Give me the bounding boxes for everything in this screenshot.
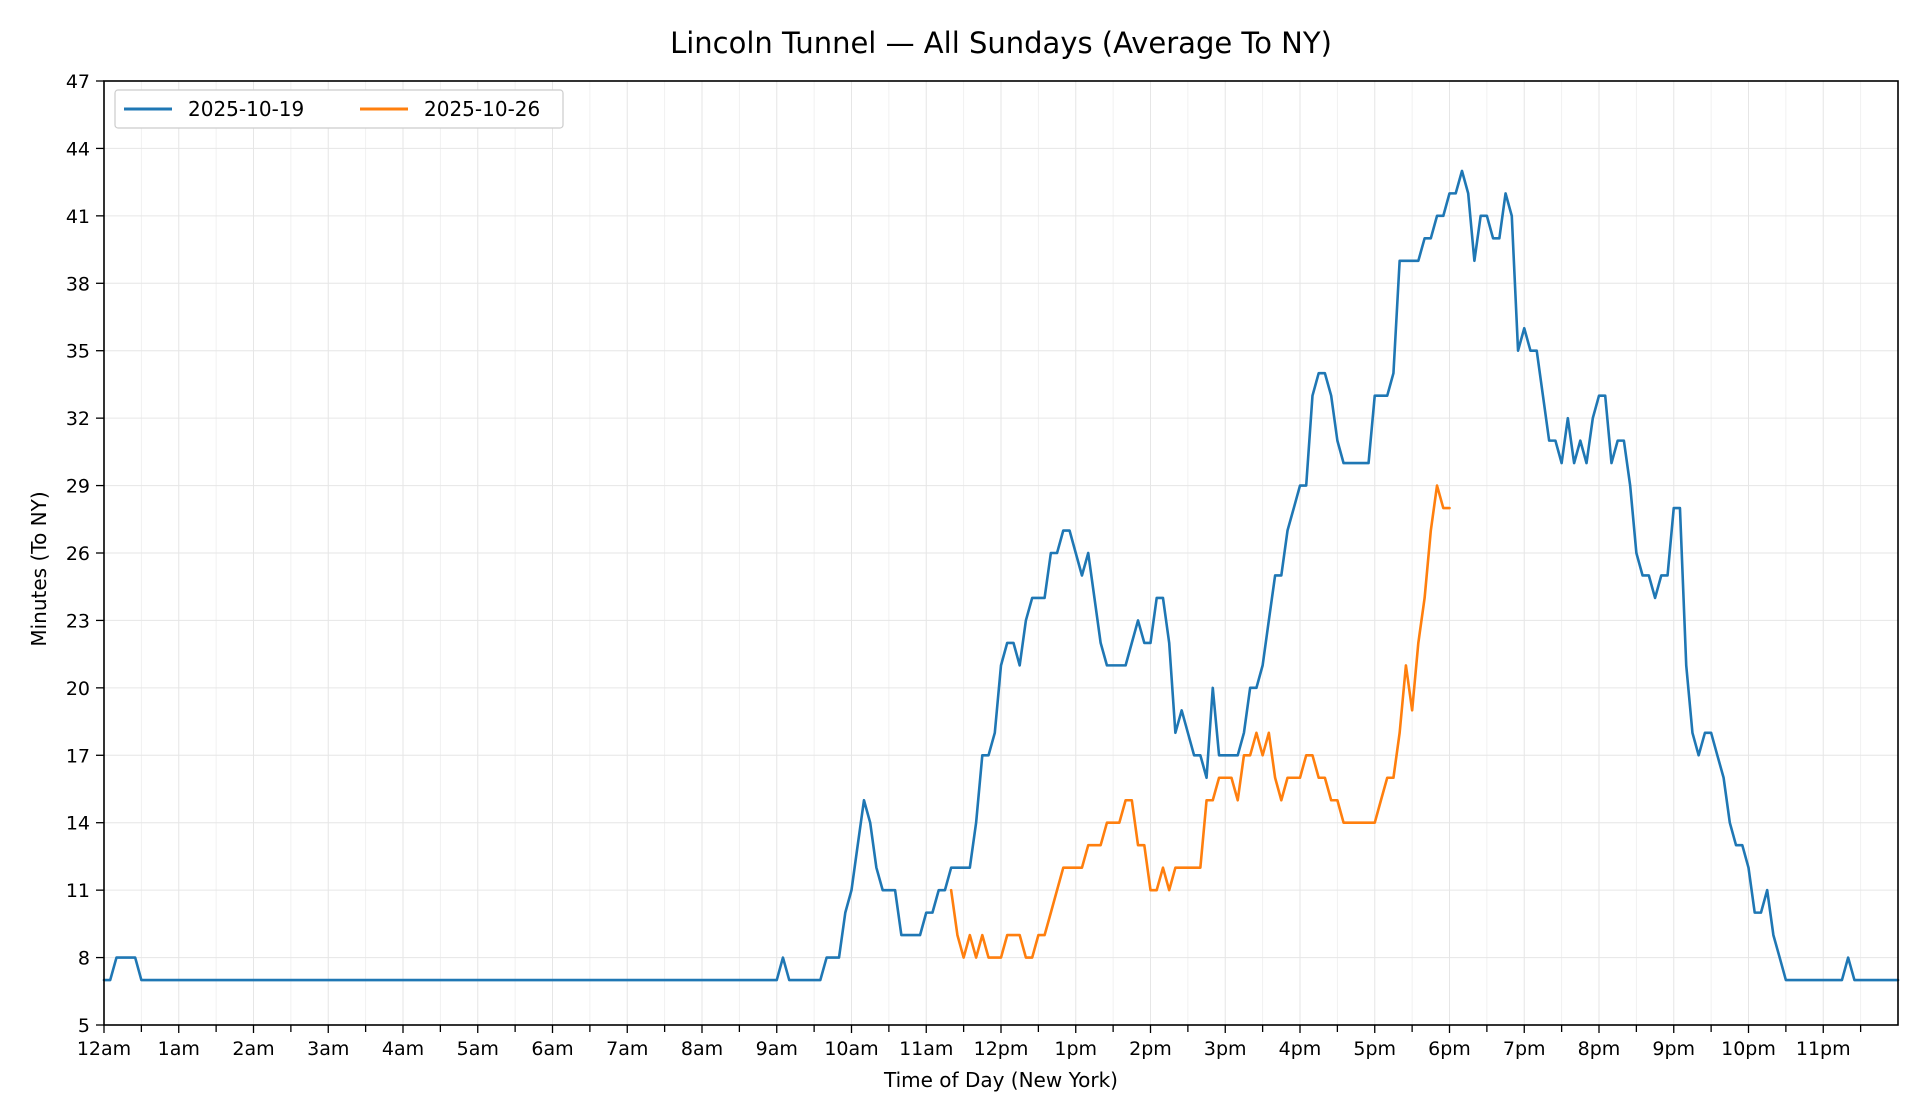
x-tick-label: 11pm [1796, 1038, 1851, 1060]
y-tick-label: 5 [78, 1015, 90, 1037]
y-tick-label: 23 [66, 610, 90, 632]
x-tick-label: 1am [158, 1038, 200, 1060]
x-tick-label: 7pm [1503, 1038, 1546, 1060]
legend-label-2025-10-26: 2025-10-26 [424, 97, 540, 121]
series-layer [102, 169, 1900, 982]
x-tick-label: 9am [756, 1038, 798, 1060]
y-tick-label: 26 [66, 543, 90, 565]
x-tick-label: 6pm [1428, 1038, 1471, 1060]
y-tick-label: 38 [66, 273, 90, 295]
x-tick-label: 4am [382, 1038, 424, 1060]
x-tick-label: 5pm [1353, 1038, 1396, 1060]
x-axis: 12am 1am 2am 3am 4am 5am 6am 7am 8am 9am 10am 11am 1… [77, 1025, 1862, 1060]
legend: 2025-10-19 2025-10-26 [114, 89, 564, 129]
x-tick-label: 12pm [974, 1038, 1029, 1060]
x-tick-label: 11am [899, 1038, 953, 1060]
y-axis-title: Minutes (To NY) [27, 491, 51, 646]
x-tick-label: 9pm [1652, 1038, 1695, 1060]
y-axis: 5 8 11 14 17 20 23 26 29 32 35 38 41 44 47 [66, 71, 104, 1037]
x-tick-label: 10pm [1721, 1038, 1776, 1060]
x-axis-title: Time of Day (New York) [883, 1068, 1118, 1092]
x-tick-label: 8pm [1578, 1038, 1621, 1060]
x-tick-label: 3am [307, 1038, 349, 1060]
y-tick-label: 32 [66, 408, 90, 430]
x-tick-label: 5am [457, 1038, 499, 1060]
x-tick-label: 7am [606, 1038, 648, 1060]
legend-box [114, 89, 564, 129]
y-tick-label: 35 [66, 341, 90, 363]
chart-title: Lincoln Tunnel — All Sundays (Average To… [670, 26, 1332, 60]
x-tick-label: 6am [531, 1038, 573, 1060]
y-tick-label: 44 [66, 138, 90, 160]
x-tick-label: 10am [824, 1038, 878, 1060]
y-tick-label: 47 [66, 71, 90, 93]
x-tick-label: 4pm [1279, 1038, 1322, 1060]
x-tick-label: 1pm [1054, 1038, 1097, 1060]
series-line-2025-10-19 [102, 169, 1900, 982]
y-tick-label: 14 [66, 813, 90, 835]
legend-label-2025-10-19: 2025-10-19 [188, 97, 304, 121]
y-tick-label: 20 [66, 678, 90, 700]
x-tick-label: 2pm [1129, 1038, 1172, 1060]
series-line-2025-10-26 [949, 484, 1451, 959]
y-tick-label: 17 [66, 745, 90, 767]
y-tick-label: 8 [78, 948, 90, 970]
x-tick-label: 2am [232, 1038, 274, 1060]
y-tick-label: 41 [66, 206, 90, 228]
x-tick-label: 3pm [1204, 1038, 1247, 1060]
x-tick-label: 8am [681, 1038, 723, 1060]
y-tick-label: 11 [66, 880, 90, 902]
y-tick-label: 29 [66, 476, 90, 498]
x-tick-label: 12am [77, 1038, 131, 1060]
